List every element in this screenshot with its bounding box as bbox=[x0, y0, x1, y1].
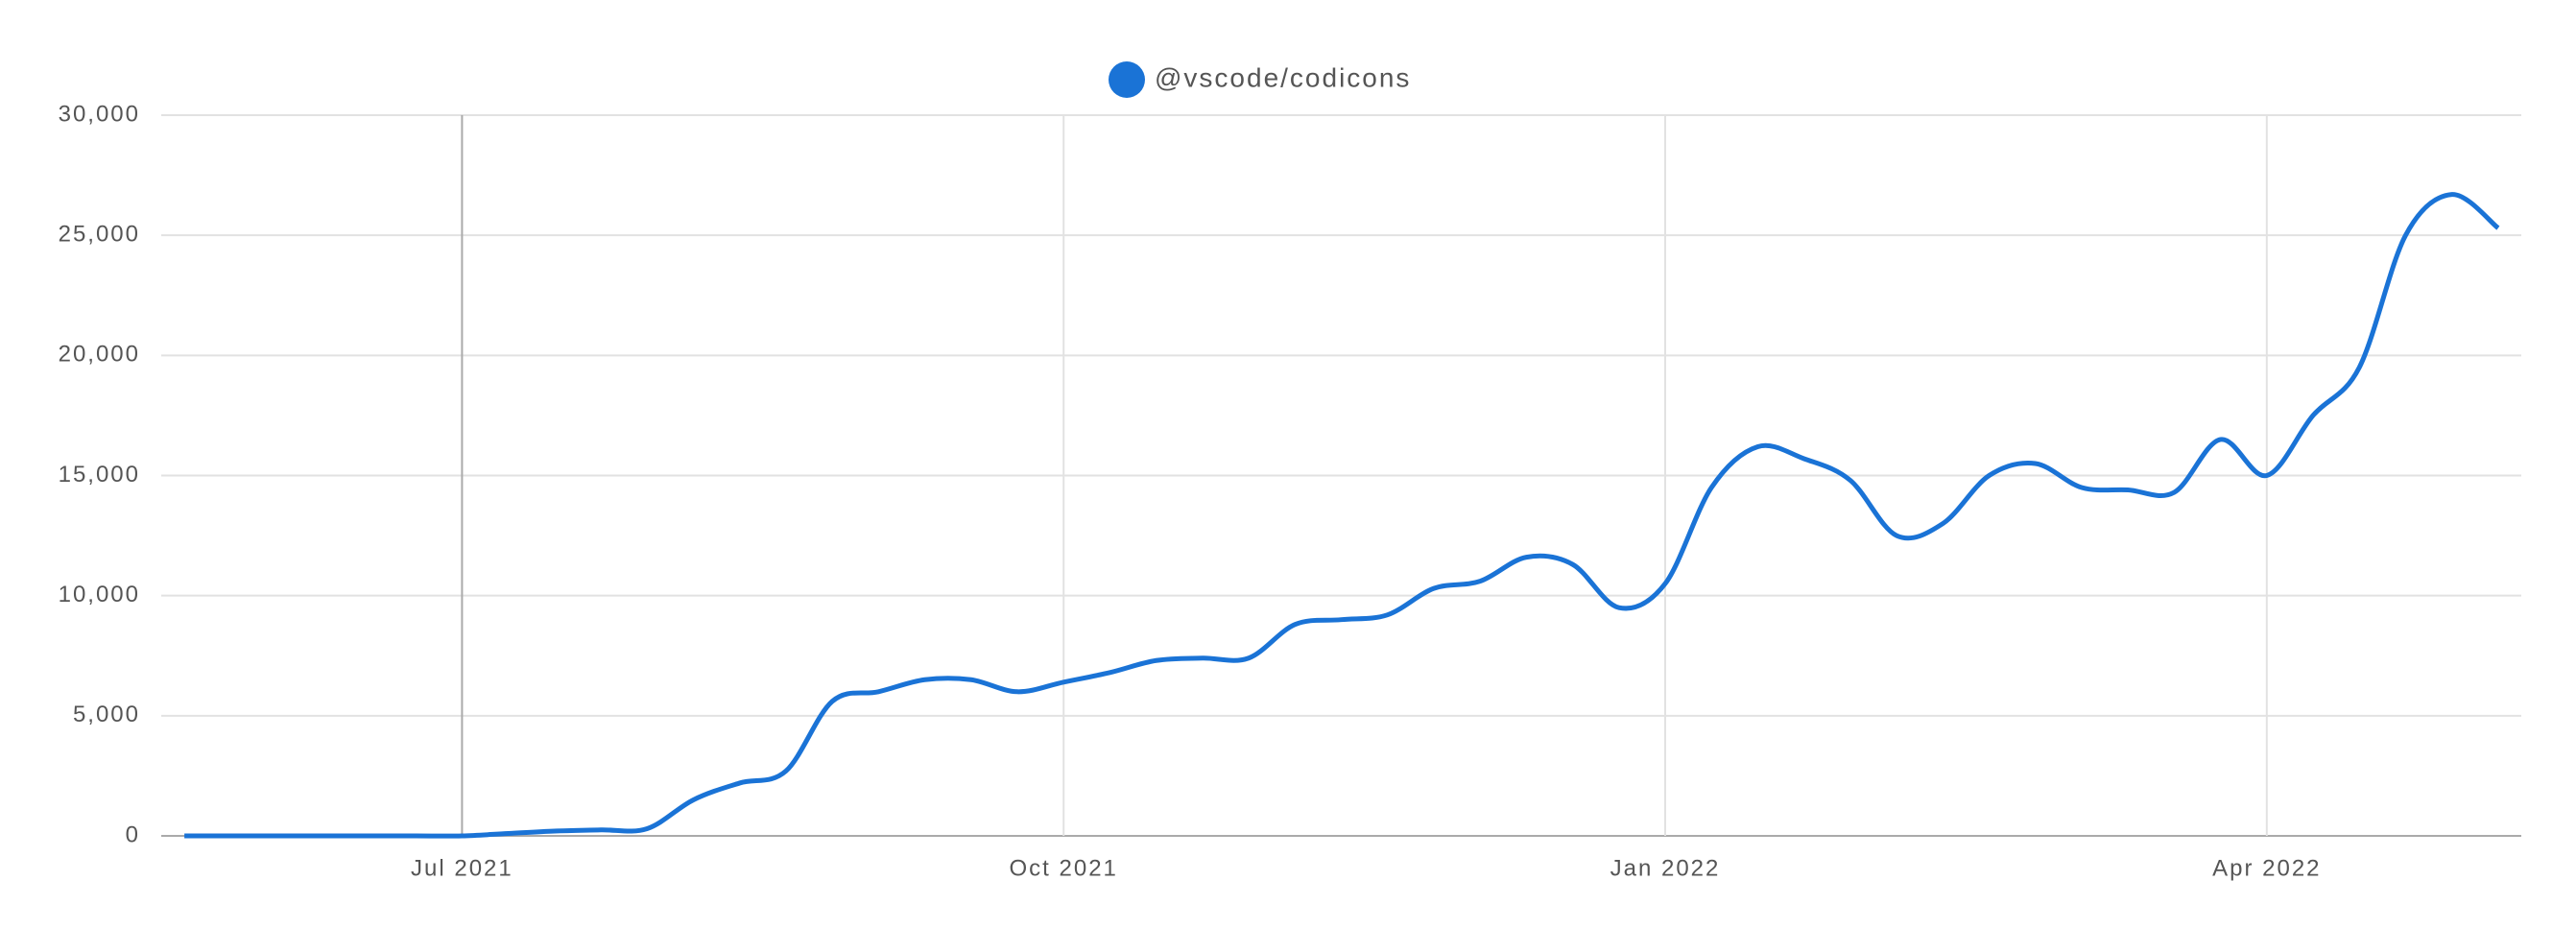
y-tick-label: 25,000 bbox=[59, 222, 140, 248]
x-tick-label: Oct 2021 bbox=[1010, 855, 1118, 881]
legend-marker bbox=[1109, 61, 1145, 98]
series-line bbox=[184, 192, 2500, 839]
y-tick-label: 20,000 bbox=[59, 342, 140, 368]
x-tick-label: Jul 2021 bbox=[411, 855, 513, 881]
y-tick-label: 0 bbox=[126, 821, 140, 847]
x-tick-label: Jan 2022 bbox=[1610, 855, 1721, 881]
y-tick-label: 10,000 bbox=[59, 582, 140, 607]
legend-label: @vscode/codicons bbox=[1155, 62, 1411, 92]
y-tick-label: 5,000 bbox=[73, 702, 140, 727]
y-tick-label: 30,000 bbox=[59, 101, 140, 127]
y-tick-label: 15,000 bbox=[59, 462, 140, 488]
x-tick-label: Apr 2022 bbox=[2212, 855, 2321, 881]
